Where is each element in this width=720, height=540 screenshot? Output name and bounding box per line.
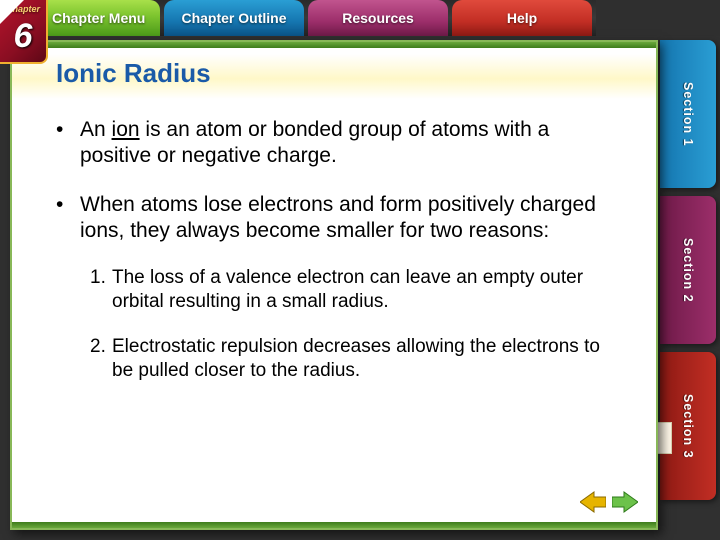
nav-arrows [580, 490, 638, 514]
numbered-text: The loss of a valence electron can leave… [112, 266, 616, 315]
tab-chapter-menu[interactable]: Chapter 6 Chapter Menu [0, 0, 160, 36]
bullet-item: • An ion is an atom or bonded group of a… [56, 117, 616, 170]
bullet-text-post: is an atom or bonded group of atoms with… [80, 118, 549, 167]
side-tab-section-1[interactable]: Section 1 [660, 40, 716, 188]
numbered-index: 1. [90, 266, 112, 315]
bullet-item: • When atoms lose electrons and form pos… [56, 192, 616, 245]
page-border-top [12, 42, 656, 48]
slide-page: Ionic Radius • An ion is an atom or bond… [10, 40, 658, 530]
numbered-text: Electrostatic repulsion decreases allowi… [112, 335, 616, 384]
numbered-item: 2. Electrostatic repulsion decreases all… [90, 335, 616, 384]
chapter-menu-label: Chapter Menu [52, 10, 145, 26]
bullet-text-pre: An [80, 118, 112, 141]
side-tab-label: Section 2 [681, 238, 695, 303]
page-curl-icon [0, 0, 24, 24]
slide-title: Ionic Radius [56, 58, 656, 89]
next-arrow-button[interactable] [612, 490, 638, 514]
top-tab-bar: Chapter 6 Chapter Menu Chapter Outline R… [0, 0, 720, 36]
arrow-left-icon [580, 490, 606, 514]
tab-help[interactable]: Help [452, 0, 592, 36]
page-border-bottom [12, 522, 656, 528]
title-band: Ionic Radius [12, 54, 656, 99]
side-tab-label: Section 3 [681, 394, 695, 459]
numbered-index: 2. [90, 335, 112, 384]
tab-resources[interactable]: Resources [308, 0, 448, 36]
numbered-item: 1. The loss of a valence electron can le… [90, 266, 616, 315]
tab-label: Help [507, 10, 537, 26]
slide-content: • An ion is an atom or bonded group of a… [12, 99, 656, 383]
bullet-text: When atoms lose electrons and form posit… [80, 192, 616, 245]
numbered-list: 1. The loss of a valence electron can le… [56, 266, 616, 383]
bullet-text: An ion is an atom or bonded group of ato… [80, 117, 616, 170]
side-tab-section-3[interactable]: Section 3 [660, 352, 716, 500]
defined-term: ion [112, 118, 140, 141]
bullet-dot-icon: • [56, 192, 80, 245]
bullet-dot-icon: • [56, 117, 80, 170]
prev-arrow-button[interactable] [580, 490, 606, 514]
side-tab-section-2[interactable]: Section 2 [660, 196, 716, 344]
tab-label: Chapter Outline [181, 10, 286, 26]
tab-label: Resources [342, 10, 414, 26]
tab-chapter-outline[interactable]: Chapter Outline [164, 0, 304, 36]
tab-filler [596, 0, 720, 36]
side-tab-label: Section 1 [681, 82, 695, 147]
section-side-tabs: Section 1 Section 2 Section 3 [660, 40, 716, 508]
arrow-right-icon [612, 490, 638, 514]
